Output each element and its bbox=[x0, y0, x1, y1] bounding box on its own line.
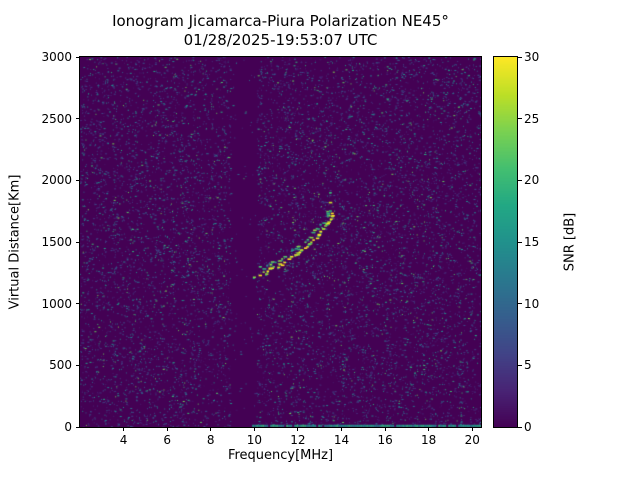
colorbar-tick-mark bbox=[518, 364, 522, 366]
x-tick-mark bbox=[166, 427, 168, 431]
colorbar-tick-label: 5 bbox=[524, 358, 532, 373]
y-tick-label: 1500 bbox=[41, 235, 72, 249]
chart-title: Ionogram Jicamarca-Piura Polarization NE… bbox=[80, 12, 481, 50]
x-tick-mark bbox=[471, 427, 473, 431]
x-tick-label: 14 bbox=[333, 433, 350, 447]
y-tick-label: 2500 bbox=[41, 111, 72, 126]
colorbar-tick-mark bbox=[518, 118, 522, 120]
y-tick-mark bbox=[76, 241, 80, 243]
y-tick-mark bbox=[76, 56, 80, 58]
colorbar-tick-mark bbox=[518, 241, 522, 243]
x-tick-label: 8 bbox=[206, 433, 215, 447]
x-tick-mark bbox=[253, 427, 255, 431]
colorbar-label: SNR [dB] bbox=[562, 212, 578, 272]
y-tick-mark bbox=[76, 303, 80, 305]
heatmap-canvas bbox=[80, 57, 481, 427]
colorbar bbox=[493, 56, 518, 428]
colorbar-tick-mark bbox=[518, 179, 522, 181]
colorbar-tick-label: 15 bbox=[524, 235, 540, 249]
y-axis-label: Virtual Distance[Km] bbox=[7, 174, 23, 310]
x-tick-label: 16 bbox=[377, 433, 393, 447]
colorbar-tick-label: 25 bbox=[524, 111, 540, 126]
x-tick-mark bbox=[123, 427, 125, 431]
colorbar-tick-label: 30 bbox=[524, 50, 540, 64]
colorbar-tick-mark bbox=[518, 56, 522, 58]
x-tick-mark bbox=[210, 427, 212, 431]
colorbar-tick-mark bbox=[518, 303, 522, 305]
y-tick-label: 0 bbox=[64, 420, 72, 434]
colorbar-canvas bbox=[494, 57, 517, 427]
x-tick-mark bbox=[384, 427, 386, 431]
y-tick-label: 2000 bbox=[41, 173, 72, 188]
x-tick-label: 4 bbox=[119, 433, 128, 447]
y-tick-mark bbox=[76, 426, 80, 428]
x-tick-mark bbox=[428, 427, 430, 431]
x-tick-label: 6 bbox=[163, 433, 171, 447]
y-tick-label: 500 bbox=[49, 358, 72, 373]
x-tick-label: 12 bbox=[290, 433, 306, 447]
x-tick-mark bbox=[341, 427, 343, 431]
x-axis-label: Frequency[MHz] bbox=[227, 448, 334, 463]
colorbar-tick-mark bbox=[518, 426, 522, 428]
x-tick-label: 10 bbox=[246, 433, 262, 447]
y-tick-mark bbox=[76, 118, 80, 120]
x-tick-mark bbox=[297, 427, 299, 431]
chart-title-line1: Ionogram Jicamarca-Piura Polarization NE… bbox=[112, 12, 449, 30]
plot-area bbox=[79, 56, 482, 428]
colorbar-tick-label: 0 bbox=[524, 420, 532, 434]
colorbar-tick-label: 20 bbox=[524, 173, 540, 188]
colorbar-tick-label: 10 bbox=[524, 296, 540, 311]
y-tick-mark bbox=[76, 179, 80, 181]
y-tick-label: 3000 bbox=[41, 50, 72, 64]
x-tick-label: 18 bbox=[421, 433, 437, 447]
x-tick-label: 20 bbox=[464, 433, 480, 447]
y-tick-label: 1000 bbox=[41, 296, 72, 311]
chart-title-line2: 01/28/2025-19:53:07 UTC bbox=[183, 31, 378, 49]
y-tick-mark bbox=[76, 364, 80, 366]
